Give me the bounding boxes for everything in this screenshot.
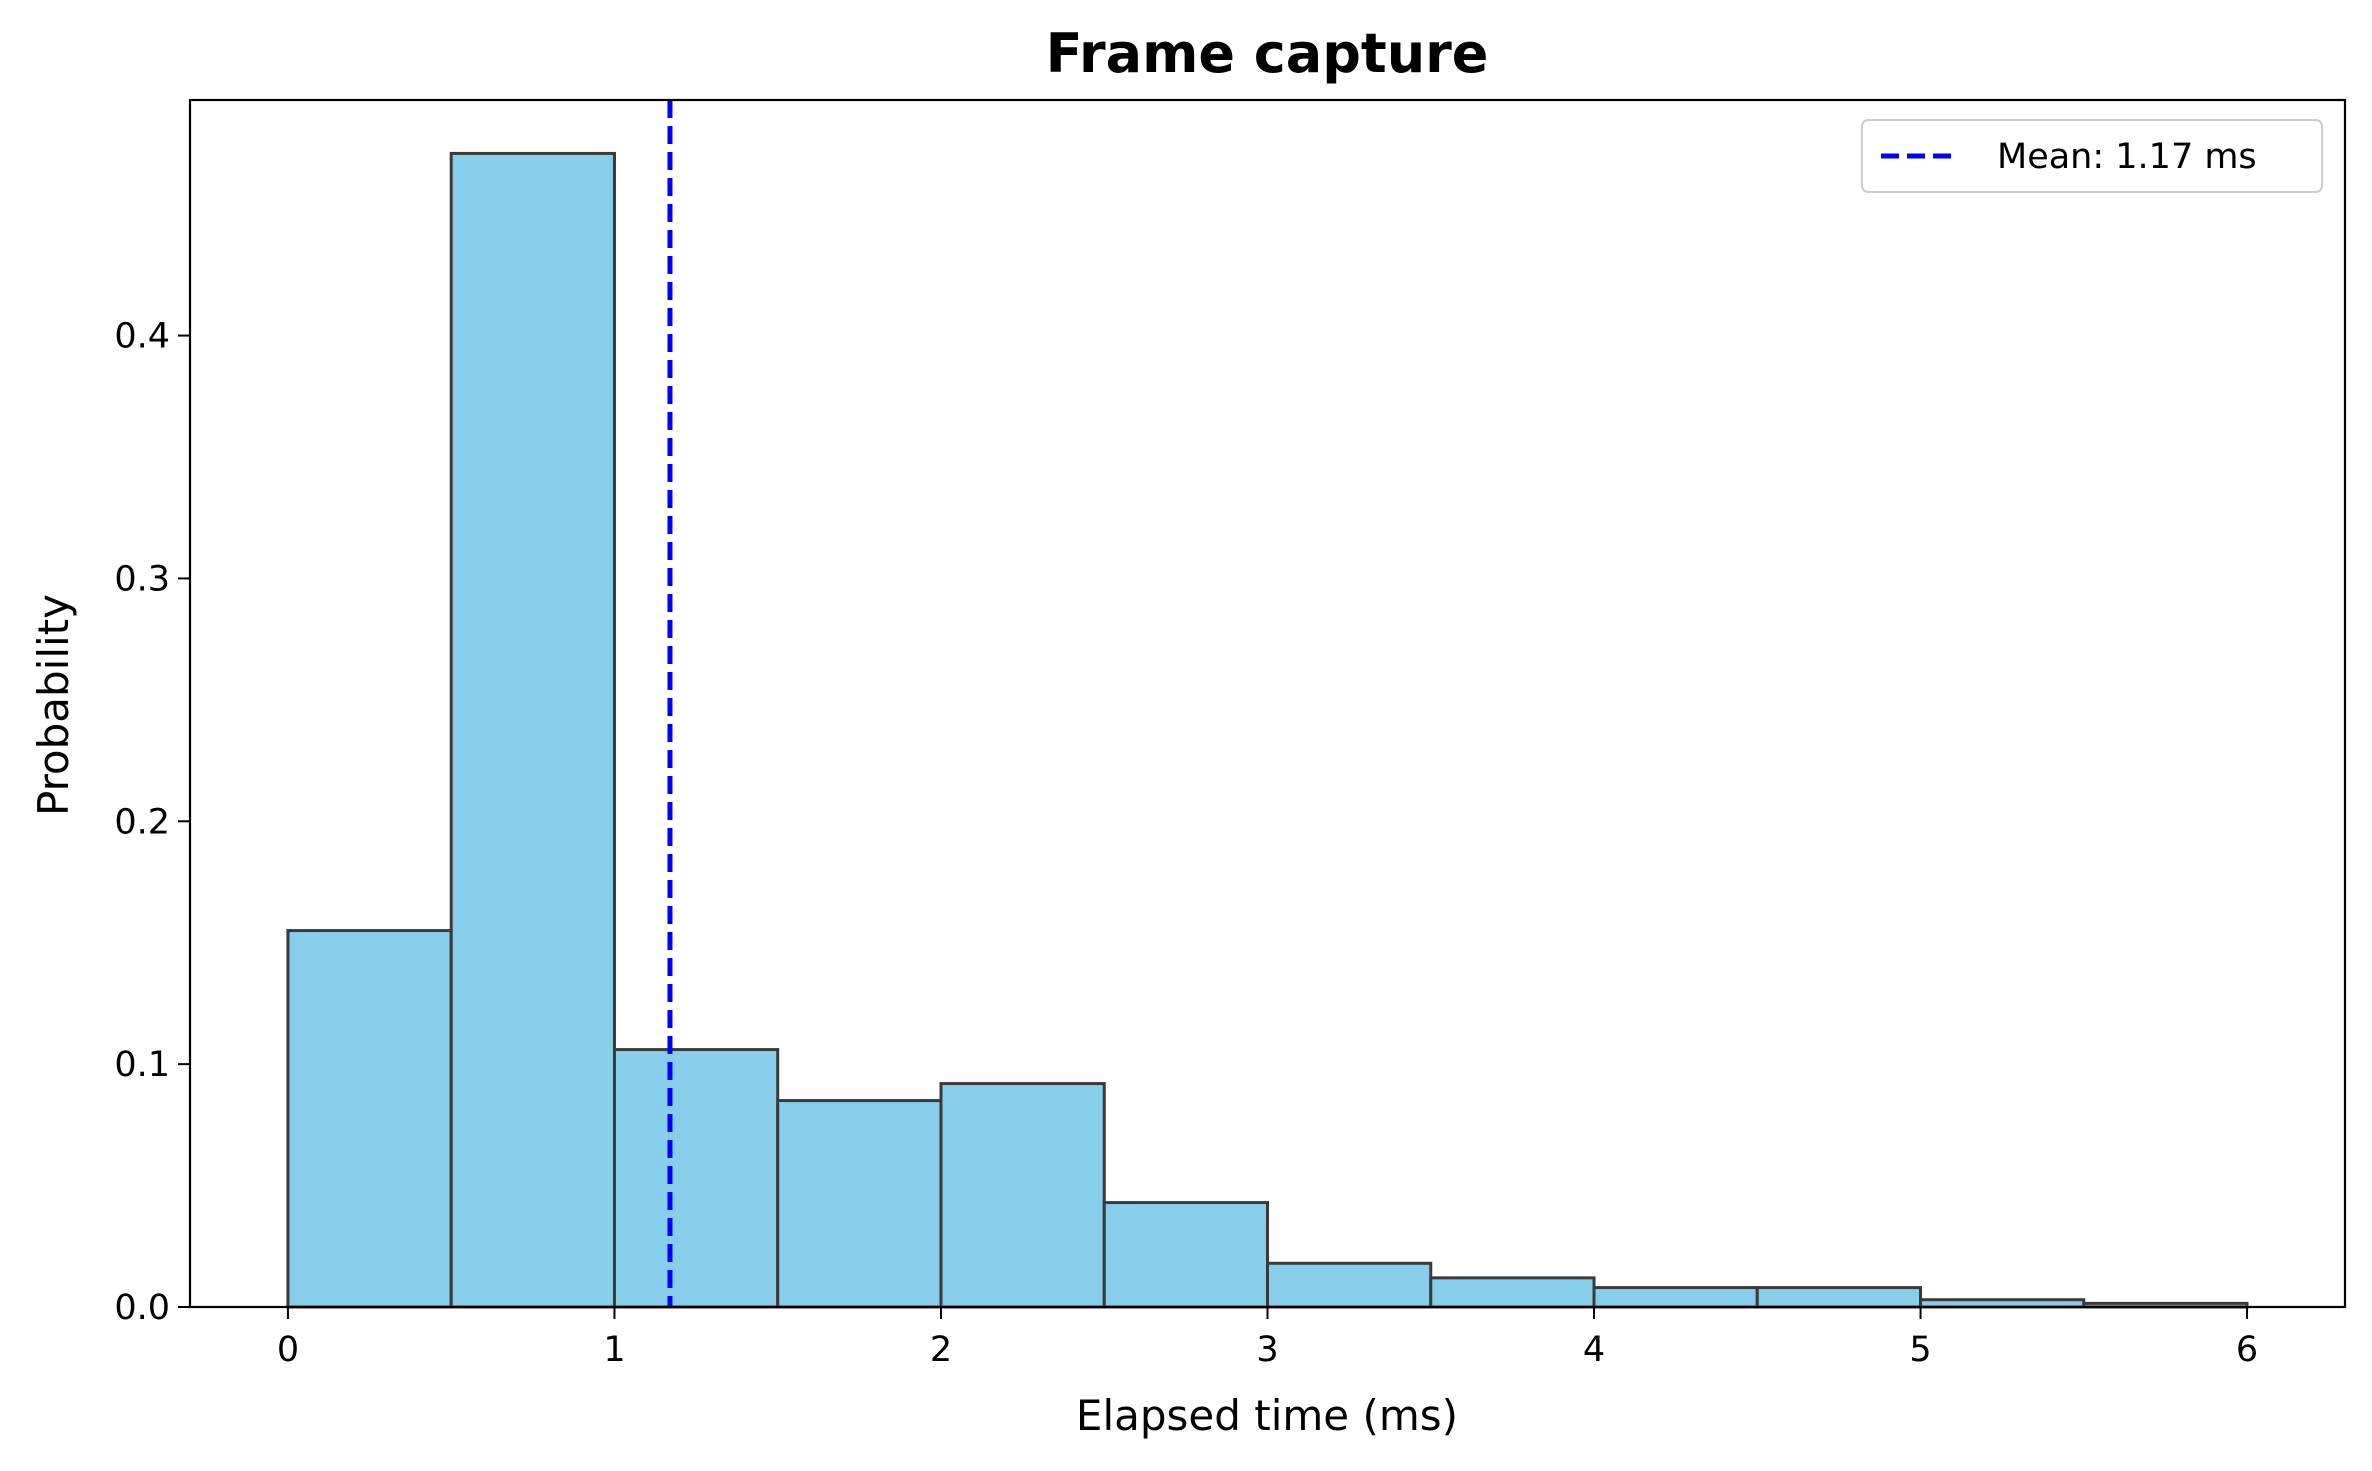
histogram-bar	[286, 929, 453, 1309]
y-tick-label: 0.0	[114, 1288, 170, 1328]
x-tick-label: 3	[1256, 1330, 1278, 1370]
histogram-bar	[1266, 1261, 1433, 1309]
y-tick-label: 0.1	[114, 1045, 170, 1085]
x-axis-label: Elapsed time (ms)	[1076, 1391, 1458, 1440]
x-tick-label: 4	[1583, 1330, 1605, 1370]
legend-box	[1861, 119, 2323, 193]
bars-layer	[286, 151, 2249, 1309]
histogram-bar	[612, 1048, 780, 1309]
legend-mean-label: Mean: 1.17 ms	[1997, 137, 2257, 177]
y-tick-label: 0.3	[114, 559, 170, 599]
x-tick-label: 1	[603, 1330, 625, 1370]
chart-title: Frame capture	[1046, 22, 1489, 85]
x-tick-label: 6	[2236, 1330, 2258, 1370]
x-tick-label: 0	[277, 1330, 299, 1370]
histogram-bar	[1429, 1276, 1596, 1309]
legend: Mean: 1.17 ms	[1861, 119, 2323, 193]
x-tick-label: 5	[1909, 1330, 1931, 1370]
histogram-bar	[1755, 1286, 1923, 1309]
histogram-bar	[1102, 1201, 1269, 1309]
y-tick-label: 0.2	[114, 802, 170, 842]
y-axis: 0.0 0.1 0.2 0.3 0.4	[114, 317, 190, 1328]
histogram-bar	[1592, 1286, 1759, 1309]
x-tick-label: 2	[930, 1330, 952, 1370]
histogram-bar	[449, 151, 616, 1309]
y-axis-label: Probability	[29, 594, 78, 816]
y-tick-label: 0.4	[114, 317, 170, 357]
histogram-bar	[939, 1082, 1106, 1309]
histogram-bar	[776, 1099, 943, 1309]
x-axis: 0 1 2 3 4 5 6	[277, 1307, 2258, 1370]
